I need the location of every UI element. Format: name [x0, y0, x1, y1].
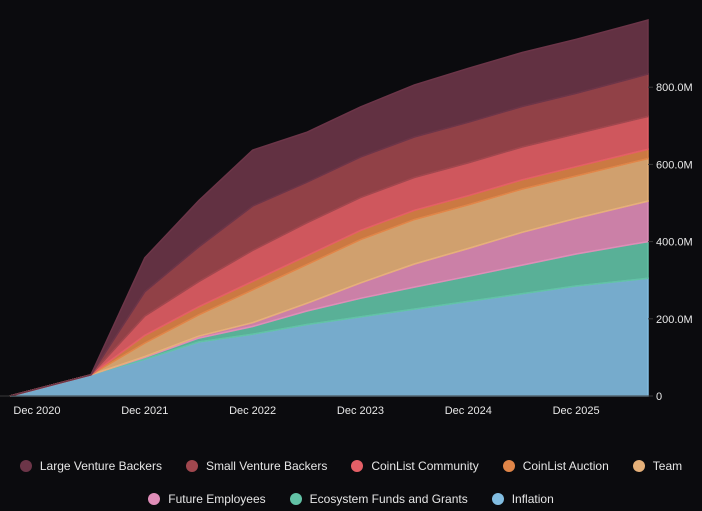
legend-swatch: [351, 460, 364, 472]
legend-item-team[interactable]: Team: [632, 459, 683, 473]
legend-swatch: [148, 493, 161, 505]
areas-group: [9, 19, 649, 397]
legend-swatch: [632, 460, 645, 472]
legend-item-coinlist-auction[interactable]: CoinList Auction: [502, 459, 609, 473]
x-tick-label: Dec 2021: [121, 405, 168, 417]
x-tick-label: Dec 2024: [445, 405, 492, 417]
legend-row-1: Large Venture Backers Small Venture Backe…: [0, 459, 702, 473]
legend-label: Small Venture Backers: [205, 459, 328, 473]
y-tick-label: 400.0M: [656, 237, 693, 249]
y-tick-label: 800.0M: [656, 82, 693, 94]
legend-item-future-employees[interactable]: Future Employees: [148, 492, 266, 506]
legend-label: CoinList Auction: [522, 459, 609, 473]
y-tick-label: 200.0M: [656, 314, 693, 326]
legend-item-coinlist-community[interactable]: CoinList Community: [351, 459, 479, 473]
legend-label: CoinList Community: [371, 459, 479, 473]
legend-row-2: Future Employees Ecosystem Funds and Gran…: [0, 492, 702, 506]
legend-swatch: [491, 493, 504, 505]
legend-swatch: [289, 493, 302, 505]
legend-swatch: [19, 460, 32, 472]
legend-swatch: [502, 460, 515, 472]
legend-item-large-venture-backers[interactable]: Large Venture Backers: [19, 459, 162, 473]
legend-label: Inflation: [511, 492, 554, 506]
legend-label: Large Venture Backers: [39, 459, 162, 473]
area-large-venture-backers: [9, 19, 649, 397]
axis-group: Dec 2020 Dec 2021 Dec 2022 Dec 2023 Dec 2024…: [0, 82, 693, 417]
legend-item-small-venture-backers[interactable]: Small Venture Backers: [185, 459, 328, 473]
legend-label: Future Employees: [168, 492, 266, 506]
legend-label: Ecosystem Funds and Grants: [309, 492, 468, 506]
legend-swatch: [185, 460, 198, 472]
legend-label: Team: [652, 459, 683, 473]
x-tick-label: Dec 2020: [13, 405, 60, 417]
x-tick-label: Dec 2022: [229, 405, 276, 417]
legend-item-ecosystem-funds-and-grants[interactable]: Ecosystem Funds and Grants: [289, 492, 468, 506]
x-tick-label: Dec 2025: [553, 405, 600, 417]
chart-svg: Dec 2020 Dec 2021 Dec 2022 Dec 2023 Dec 2024…: [0, 19, 693, 417]
stacked-area-chart: Dec 2020 Dec 2021 Dec 2022 Dec 2023 Dec 2024…: [0, 19, 693, 417]
y-tick-label: 600.0M: [656, 159, 693, 171]
x-tick-label: Dec 2023: [337, 405, 384, 417]
legend-item-inflation[interactable]: Inflation: [491, 492, 554, 506]
y-tick-label: 0: [656, 391, 662, 403]
